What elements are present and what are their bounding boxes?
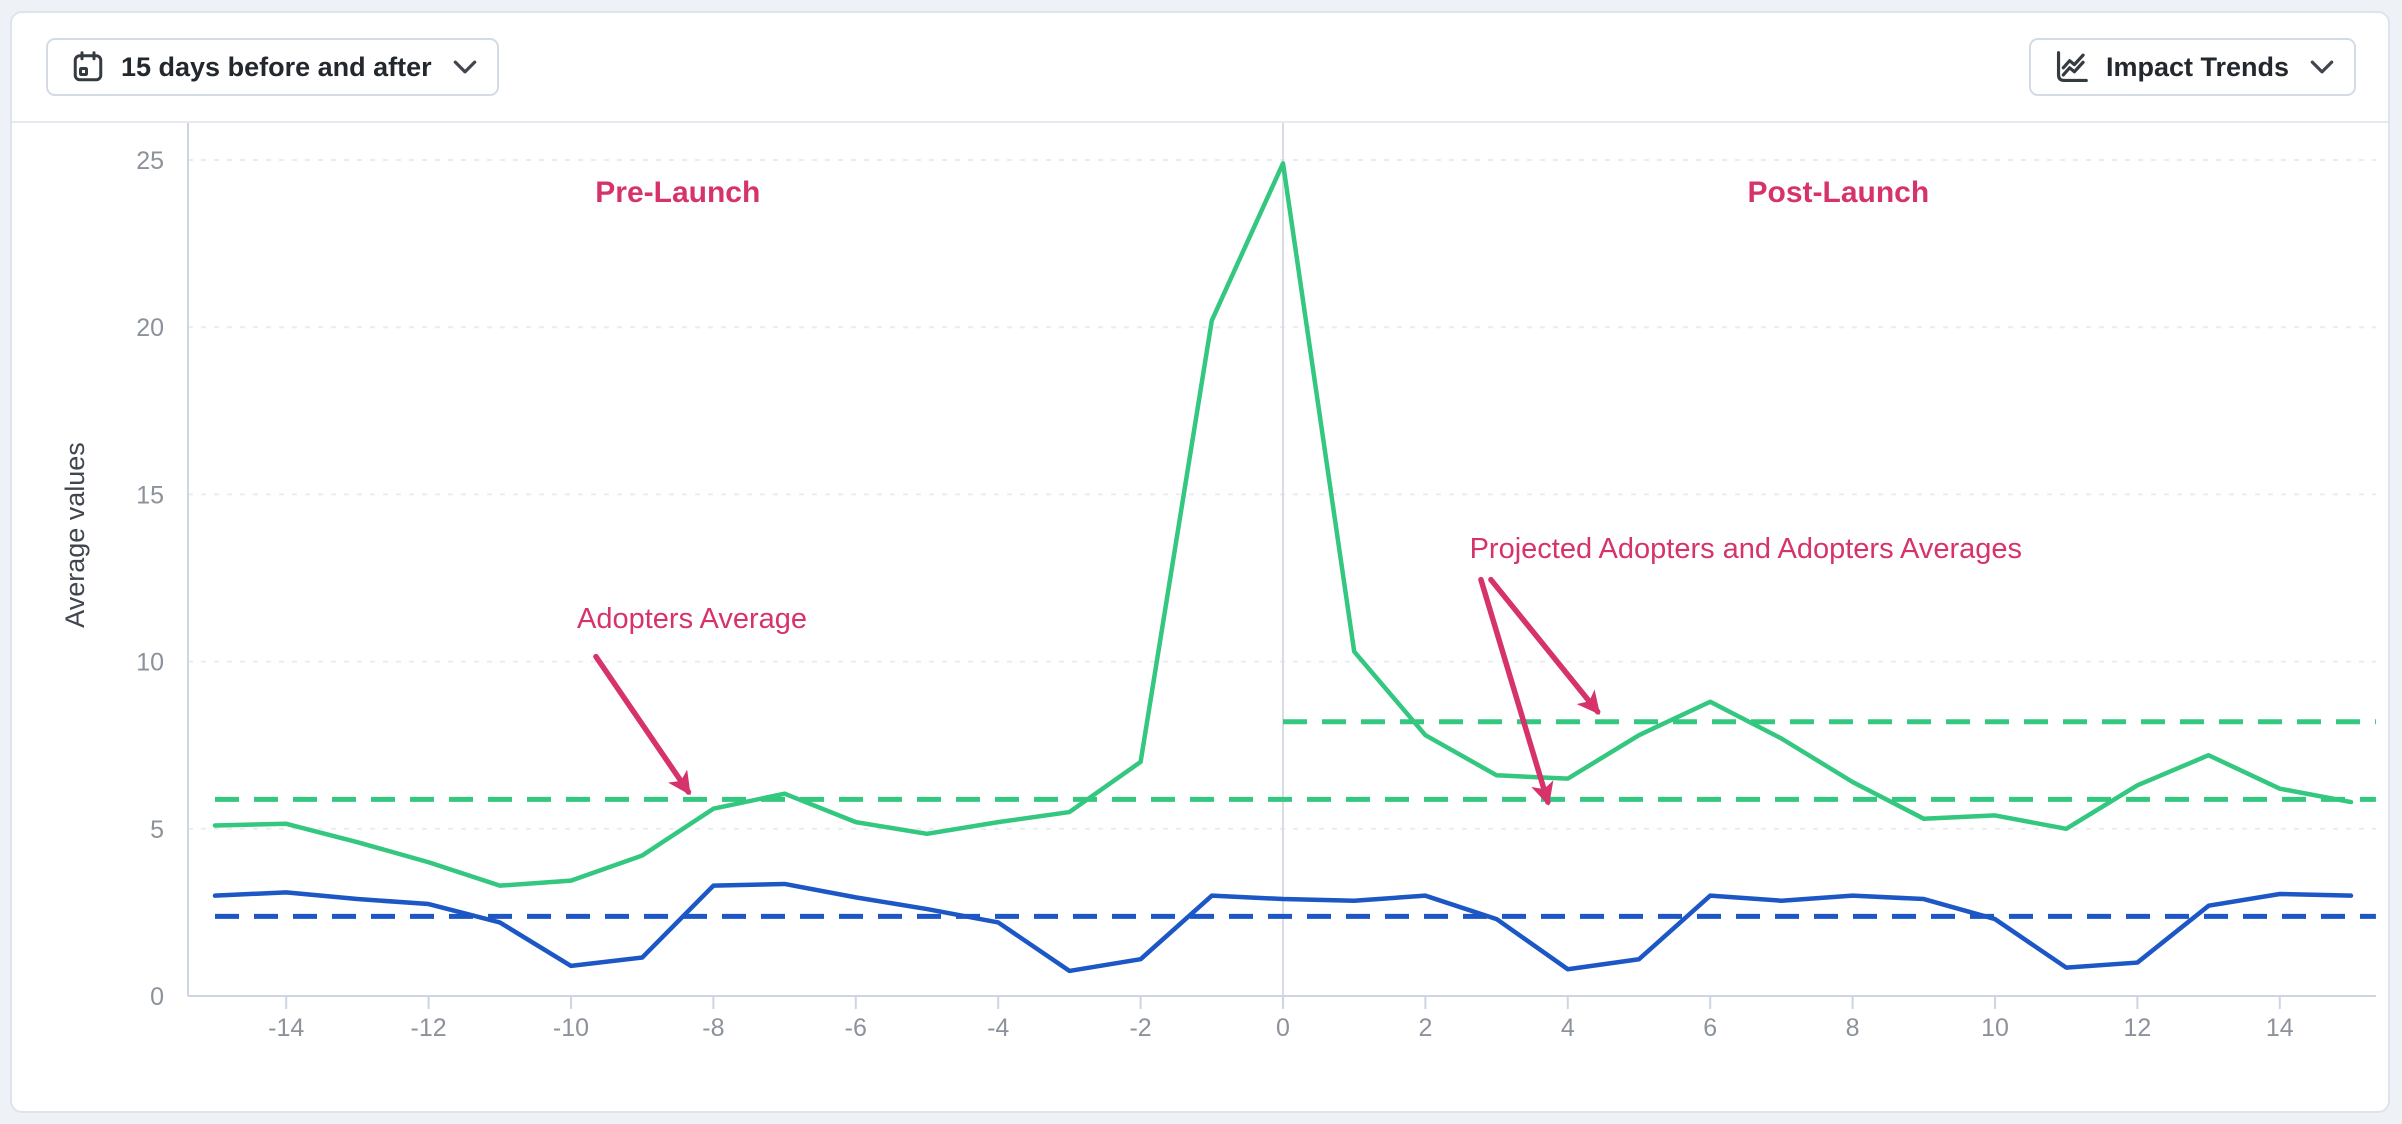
x-tick-label: -14	[268, 1014, 304, 1042]
projected-average-arrow	[1478, 576, 1554, 806]
post-launch-average-arrow	[1488, 576, 1601, 715]
x-tick-label: 6	[1703, 1014, 1717, 1042]
y-tick-label: 0	[150, 983, 164, 1011]
y-tick-label: 5	[150, 816, 164, 844]
secondary-line	[212, 881, 2354, 974]
y-axis-title: Average values	[60, 442, 90, 628]
x-tick-label: 14	[2266, 1014, 2294, 1042]
x-tick-label: -6	[845, 1014, 867, 1042]
date-range-label: 15 days before and after	[121, 51, 432, 82]
y-tick-label: 10	[136, 649, 164, 677]
pre-launch-label: Pre-Launch	[595, 176, 760, 209]
x-tick-label: -8	[702, 1014, 724, 1042]
x-tick-label: 8	[1846, 1014, 1860, 1042]
x-tick-label: 10	[1981, 1014, 2009, 1042]
x-tick-label: 2	[1418, 1014, 1432, 1042]
adopters-line	[212, 161, 2354, 888]
adopters-average-label: Adopters Average	[577, 603, 807, 635]
x-tick-label: -12	[411, 1014, 447, 1042]
x-tick-label: 4	[1561, 1014, 1575, 1042]
x-tick-label: -10	[553, 1014, 589, 1042]
metric-selector[interactable]: Impact Trends	[2028, 38, 2356, 96]
chart-header: 15 days before and after Impact Trends	[12, 13, 2388, 123]
y-tick-label: 20	[136, 314, 164, 342]
post-launch-label: Post-Launch	[1748, 176, 1930, 209]
impact-trends-card: 15 days before and after Impact Trends	[10, 11, 2390, 1113]
x-tick-label: -4	[987, 1014, 1009, 1042]
y-tick-label: 25	[136, 147, 164, 175]
adopters-average-arrow	[593, 653, 692, 796]
projected-averages-label: Projected Adopters and Adopters Averages	[1470, 533, 2022, 565]
x-tick-label: -2	[1129, 1014, 1151, 1042]
calendar-icon	[70, 49, 106, 85]
chevron-down-icon	[453, 60, 477, 74]
impact-trends-chart: 0 5 10 15 20 25 -14 -12 -10 -8 -6 -4 -2 0 2 4 6 8 10 12 14 Av…	[60, 123, 2376, 1042]
date-range-selector[interactable]: 15 days before and after	[46, 38, 499, 96]
trend-chart-icon	[2053, 48, 2091, 86]
y-tick-label: 15	[136, 481, 164, 509]
x-tick-label: 12	[2123, 1014, 2151, 1042]
x-tick-label: 0	[1276, 1014, 1290, 1042]
metric-selector-label: Impact Trends	[2105, 51, 2289, 82]
chevron-down-icon	[2310, 60, 2334, 74]
